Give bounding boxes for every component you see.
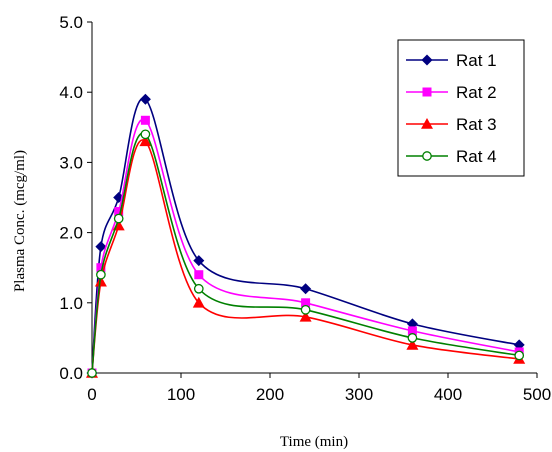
data-point-rat-1 (95, 241, 107, 253)
series-line-rat-1 (91, 97, 520, 374)
data-point-rat-2 (407, 326, 417, 336)
data-point-rat-2 (194, 270, 204, 280)
legend-marker-rat-2 (422, 87, 432, 97)
legend-marker-rat-4 (422, 151, 432, 161)
x-tick-label: 100 (167, 385, 195, 404)
y-tick-label: 0.0 (59, 364, 83, 383)
x-tick-label: 0 (87, 385, 96, 404)
data-point-rat-4 (87, 368, 97, 378)
data-point-rat-4 (407, 333, 418, 343)
x-tick-label: 300 (345, 385, 373, 404)
plot-area: 0.0 1.0 2.0 3.0 4.0 5.0 0 100 200 300 400 500 (59, 13, 551, 404)
x-tick-label: 400 (434, 385, 462, 404)
data-point-rat-3 (299, 310, 312, 322)
legend-label-rat-4: Rat 4 (456, 147, 497, 166)
data-point-rat-3 (406, 338, 419, 350)
series-line-rat-4 (91, 132, 520, 374)
x-tick-label: 500 (523, 385, 551, 404)
data-point-rat-1 (139, 93, 151, 105)
legend-marker-rat-3 (421, 118, 433, 129)
data-point-rat-1 (193, 255, 205, 267)
data-point-rat-2 (301, 298, 311, 308)
x-tick-label: 200 (256, 385, 284, 404)
data-point-rat-4 (96, 269, 106, 280)
data-point-rat-4 (193, 283, 204, 294)
x-axis-title: Time (min) (280, 434, 348, 450)
series-line-rat-2 (91, 118, 520, 374)
data-point-rat-2 (114, 207, 124, 217)
legend-label-rat-3: Rat 3 (456, 115, 497, 134)
data-point-rat-4 (300, 304, 311, 315)
legend: Rat 1 Rat 2 Rat 3 Rat 4 (397, 39, 525, 177)
data-point-rat-2 (96, 263, 106, 273)
y-tick-label: 2.0 (59, 224, 83, 243)
y-tick-label: 5.0 (59, 13, 83, 32)
data-point-rat-2 (140, 115, 150, 125)
legend-label-rat-2: Rat 2 (456, 83, 497, 102)
data-point-rat-3 (192, 296, 205, 308)
data-point-rat-4 (514, 350, 525, 361)
data-point-rat-3 (139, 135, 152, 147)
y-tick-label: 1.0 (59, 294, 83, 313)
series-line-rat-3 (91, 139, 520, 374)
y-tick-label: 3.0 (59, 153, 83, 172)
data-point-rat-1 (300, 283, 312, 295)
legend-box (397, 39, 525, 177)
data-point-rat-4 (113, 213, 124, 224)
y-axis-title: Plasma Conc. (mcg/ml) (12, 150, 28, 292)
data-point-rat-4 (140, 129, 151, 140)
legend-label-rat-1: Rat 1 (456, 51, 497, 70)
data-point-rat-3 (94, 275, 107, 287)
legend-marker-rat-1 (421, 54, 433, 66)
y-tick-label: 4.0 (59, 83, 83, 102)
